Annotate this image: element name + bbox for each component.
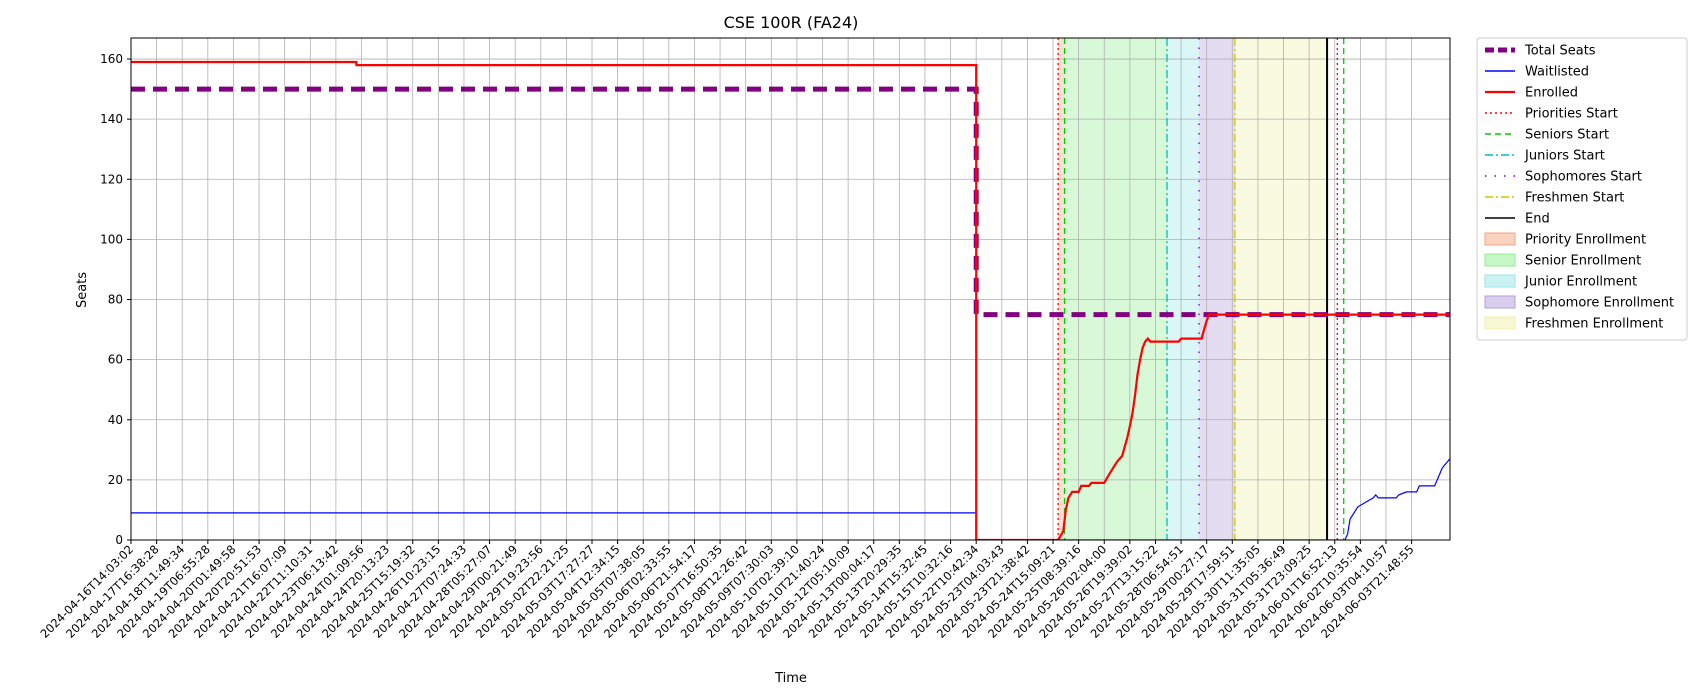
legend-entry: Junior Enrollment [1484, 274, 1637, 290]
legend-swatch [1484, 316, 1516, 330]
legend-swatch [1484, 232, 1516, 246]
legend-label: Junior Enrollment [1524, 275, 1637, 290]
x-tick-labels: 2024-04-16T14:03:022024-04-17T16:38:2820… [37, 542, 1416, 641]
band-priority-enrollment [1058, 38, 1065, 540]
legend-label: End [1525, 212, 1550, 227]
series-enrolled [131, 60, 1450, 540]
legend-entry: Waitlisted [1485, 65, 1589, 80]
legend-label: Priorities Start [1525, 107, 1618, 122]
legend-entry: Seniors Start [1485, 128, 1609, 143]
legend-swatch [1484, 274, 1516, 288]
grid-lines [130, 38, 1450, 541]
legend-swatch [1484, 253, 1516, 267]
legend-label: Total Seats [1524, 44, 1596, 59]
legend-label: Juniors Start [1524, 149, 1605, 164]
y-tick-label: 0 [115, 533, 123, 547]
y-tick-label: 80 [108, 293, 123, 307]
legend-swatch [1484, 295, 1516, 309]
legend-entry: Freshmen Enrollment [1484, 316, 1663, 332]
legend-entry: Priorities Start [1485, 107, 1618, 122]
legend-entry: Sophomore Enrollment [1484, 295, 1674, 311]
legend-entry: Enrolled [1485, 86, 1578, 101]
legend-label: Senior Enrollment [1525, 254, 1641, 269]
band-junior-enrollment [1166, 38, 1200, 540]
plot-frame [130, 37, 1451, 541]
y-tick-label: 20 [108, 473, 123, 487]
legend-entry: End [1485, 212, 1550, 227]
legend-label: Waitlisted [1525, 65, 1589, 80]
legend-label: Enrolled [1525, 86, 1578, 101]
legend-label: Priority Enrollment [1525, 233, 1646, 248]
legend-label: Freshmen Start [1525, 191, 1624, 206]
y-tick-label: 40 [108, 413, 123, 427]
legend-entry: Freshmen Start [1485, 191, 1624, 206]
data-series [131, 60, 1450, 540]
band-senior-enrollment [1064, 38, 1167, 540]
legend-label: Seniors Start [1525, 128, 1609, 143]
legend-entry: Sophomores Start [1485, 170, 1642, 185]
period-start-markers [1057, 38, 1345, 540]
legend-entry: Juniors Start [1485, 149, 1605, 164]
y-tick-label: 60 [108, 353, 123, 367]
series-waitlisted [131, 457, 1450, 540]
enrollment-bands [1058, 38, 1328, 540]
y-tick-label: 140 [100, 112, 123, 126]
x-axis-title: Time [774, 671, 807, 686]
legend: Total Seats Waitlisted Enrolled Priorities … [1476, 37, 1688, 341]
legend-entry: Total Seats [1485, 44, 1596, 59]
legend-entry: Priority Enrollment [1484, 232, 1646, 248]
axes [127, 37, 1451, 544]
legend-box [1476, 37, 1688, 341]
band-freshmen-enrollment [1234, 38, 1328, 540]
y-tick-label: 160 [100, 52, 123, 66]
legend-label: Sophomore Enrollment [1525, 296, 1674, 311]
legend-label: Freshmen Enrollment [1525, 317, 1663, 332]
legend-entry: Senior Enrollment [1484, 253, 1641, 269]
y-tick-labels: 0 20 40 60 80 100 120 140 160 [100, 52, 123, 547]
chart-title: CSE 100R (FA24) [724, 13, 859, 32]
band-sophomore-enrollment [1199, 38, 1235, 540]
legend-label: Sophomores Start [1525, 170, 1642, 185]
y-tick-label: 120 [100, 172, 123, 186]
y-axis-title: Seats [75, 272, 90, 308]
y-tick-label: 100 [100, 232, 123, 246]
